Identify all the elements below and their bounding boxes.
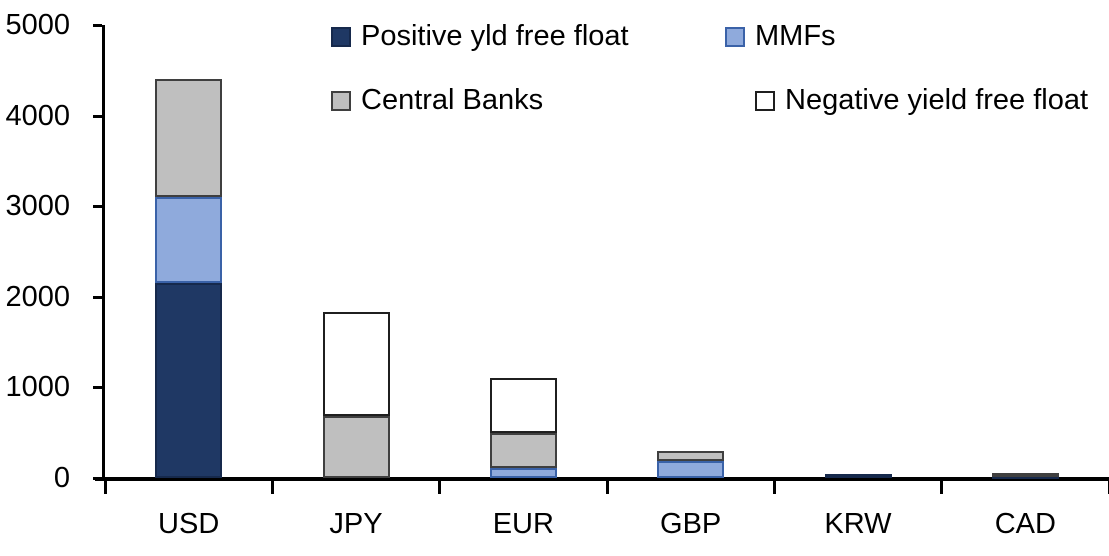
x-axis-category-label: USD — [158, 508, 220, 540]
x-axis-tick — [940, 481, 944, 494]
x-axis-category-label: JPY — [329, 508, 383, 540]
y-axis-line — [102, 25, 105, 481]
legend-item: Negative yield free float — [755, 84, 1088, 117]
bar-segment — [489, 432, 557, 469]
y-axis-tick-label: 2000 — [5, 280, 70, 313]
y-axis-tick-label: 5000 — [5, 9, 70, 41]
bar-segment — [322, 416, 390, 478]
bar-segment — [489, 468, 557, 478]
bar-segment — [489, 378, 557, 433]
legend-item: Central Banks — [331, 84, 543, 117]
legend-item: MMFs — [725, 20, 836, 53]
bar-segment — [657, 460, 725, 478]
legend-swatch-icon — [331, 90, 351, 111]
legend-swatch-icon — [331, 26, 351, 47]
x-axis-tick — [1107, 481, 1109, 494]
y-axis-tick-label: 1000 — [5, 371, 70, 404]
legend-label: Central Banks — [361, 84, 544, 116]
y-axis-tick-label: 0 — [53, 462, 70, 494]
x-axis-category-label: GBP — [660, 508, 722, 540]
legend-swatch-icon — [725, 26, 745, 47]
y-axis-tick — [93, 205, 102, 209]
y-axis-tick — [93, 24, 102, 27]
y-axis-tick — [93, 295, 102, 299]
legend-item: Positive yld free float — [331, 20, 629, 53]
y-axis-tick-label: 3000 — [5, 190, 70, 223]
x-axis-line — [95, 477, 1109, 481]
bar-segment — [322, 312, 390, 417]
y-axis-tick — [93, 477, 102, 480]
y-axis-tick — [93, 386, 102, 390]
x-axis-category-label: EUR — [492, 508, 554, 540]
x-axis-category-label: KRW — [824, 508, 892, 540]
legend-label: MMFs — [755, 20, 836, 52]
bar-segment — [991, 472, 1059, 477]
bar-segment — [824, 473, 892, 478]
x-axis-tick — [103, 481, 107, 494]
x-axis-tick — [270, 481, 274, 494]
bar-segment — [155, 283, 223, 478]
bar-segment — [155, 197, 223, 284]
y-axis-tick — [93, 114, 102, 118]
x-axis-tick — [438, 481, 442, 494]
bar-segment — [657, 450, 725, 461]
x-axis-tick — [772, 481, 776, 494]
y-axis-tick-label: 4000 — [5, 99, 70, 132]
legend-label: Positive yld free float — [361, 20, 629, 52]
legend-label: Negative yield free float — [785, 84, 1089, 116]
bar-segment — [155, 79, 223, 198]
x-axis-tick — [605, 481, 609, 494]
legend-swatch-icon — [755, 90, 775, 111]
x-axis-category-label: CAD — [994, 508, 1056, 540]
